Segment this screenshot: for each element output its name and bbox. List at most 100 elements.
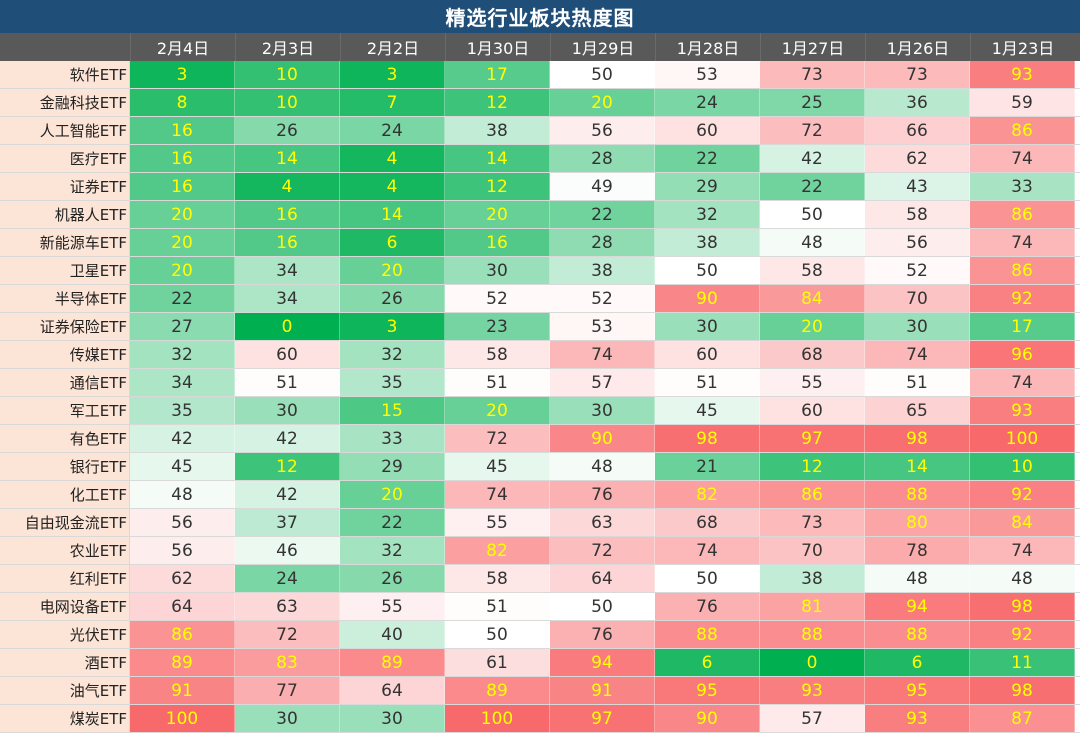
heatmap-cell: 89 xyxy=(340,649,445,676)
heatmap-cell: 24 xyxy=(655,89,760,116)
heatmap-cell: 8 xyxy=(130,89,235,116)
heatmap-cell: 51 xyxy=(655,369,760,396)
heatmap-cell: 50 xyxy=(445,621,550,648)
heatmap-cell: 80 xyxy=(865,509,970,536)
heatmap-cell: 59 xyxy=(970,89,1075,116)
heatmap-cell: 92 xyxy=(970,481,1075,508)
heatmap-cell: 98 xyxy=(655,425,760,452)
row-label: 卫星ETF xyxy=(0,257,130,284)
column-header: 2月2日 xyxy=(340,33,445,61)
heatmap-cell: 38 xyxy=(655,229,760,256)
row-label: 化工ETF xyxy=(0,481,130,508)
heatmap-row: 红利ETF 62 24 26 58 64 50 38 48 48 xyxy=(0,565,1080,593)
heatmap-cell: 16 xyxy=(130,145,235,172)
row-label: 有色ETF xyxy=(0,425,130,452)
heatmap-cell: 56 xyxy=(130,509,235,536)
heatmap-cell: 72 xyxy=(445,425,550,452)
heatmap-cell: 12 xyxy=(445,173,550,200)
heatmap-cell: 37 xyxy=(235,509,340,536)
heatmap-cell: 20 xyxy=(130,257,235,284)
heatmap-cell: 55 xyxy=(445,509,550,536)
heatmap-row: 医疗ETF 16 14 4 14 28 22 42 62 74 xyxy=(0,145,1080,173)
heatmap-cell: 50 xyxy=(655,565,760,592)
heatmap-cell: 95 xyxy=(655,677,760,704)
heatmap-cell: 43 xyxy=(865,173,970,200)
heatmap-cell: 16 xyxy=(235,229,340,256)
heatmap-cell: 42 xyxy=(760,145,865,172)
heatmap-cell: 92 xyxy=(970,285,1075,312)
heatmap-cell: 11 xyxy=(970,649,1075,676)
heatmap-cell: 88 xyxy=(865,481,970,508)
heatmap-cell: 94 xyxy=(865,593,970,620)
heatmap-cell: 83 xyxy=(235,649,340,676)
heatmap-cell: 50 xyxy=(655,257,760,284)
row-label: 医疗ETF xyxy=(0,145,130,172)
heatmap-cell: 27 xyxy=(130,313,235,340)
heatmap-cell: 64 xyxy=(340,677,445,704)
heatmap-cell: 24 xyxy=(235,565,340,592)
heatmap-row: 卫星ETF 20 34 20 30 38 50 58 52 86 xyxy=(0,257,1080,285)
heatmap-row: 证券保险ETF 27 0 3 23 53 30 20 30 17 xyxy=(0,313,1080,341)
heatmap-cell: 23 xyxy=(445,313,550,340)
heatmap-cell: 26 xyxy=(235,117,340,144)
heatmap-cell: 72 xyxy=(550,537,655,564)
heatmap-cell: 30 xyxy=(865,313,970,340)
heatmap-cell: 60 xyxy=(655,341,760,368)
heatmap-cell: 96 xyxy=(970,341,1075,368)
heatmap-cell: 30 xyxy=(655,313,760,340)
heatmap-cell: 30 xyxy=(235,705,340,732)
heatmap-cell: 62 xyxy=(130,565,235,592)
column-header: 1月30日 xyxy=(445,33,550,61)
heatmap-cell: 3 xyxy=(130,61,235,88)
heatmap-cell: 65 xyxy=(865,397,970,424)
heatmap-row: 油气ETF 91 77 64 89 91 95 93 95 98 xyxy=(0,677,1080,705)
heatmap-cell: 22 xyxy=(760,173,865,200)
heatmap-cell: 57 xyxy=(760,705,865,732)
heatmap-row: 光伏ETF 86 72 40 50 76 88 88 88 92 xyxy=(0,621,1080,649)
heatmap-cell: 17 xyxy=(445,61,550,88)
column-header: 1月26日 xyxy=(865,33,970,61)
heatmap-cell: 100 xyxy=(970,425,1075,452)
heatmap-cell: 48 xyxy=(130,481,235,508)
heatmap-cell: 100 xyxy=(130,705,235,732)
heatmap-cell: 48 xyxy=(550,453,655,480)
heatmap-cell: 81 xyxy=(760,593,865,620)
heatmap-cell: 6 xyxy=(865,649,970,676)
heatmap-cell: 50 xyxy=(760,201,865,228)
heatmap-cell: 98 xyxy=(865,425,970,452)
heatmap-row: 人工智能ETF 16 26 24 38 56 60 72 66 86 xyxy=(0,117,1080,145)
heatmap-cell: 3 xyxy=(340,313,445,340)
heatmap-cell: 4 xyxy=(340,145,445,172)
heatmap-cell: 28 xyxy=(550,229,655,256)
heatmap-row: 新能源车ETF 20 16 6 16 28 38 48 56 74 xyxy=(0,229,1080,257)
heatmap-cell: 20 xyxy=(445,201,550,228)
heatmap-cell: 29 xyxy=(655,173,760,200)
heatmap-cell: 15 xyxy=(340,397,445,424)
heatmap-cell: 10 xyxy=(235,89,340,116)
heatmap-cell: 90 xyxy=(655,285,760,312)
heatmap-grid: 软件ETF 3 10 3 17 50 53 73 73 93 金融科技ETF 8 10 7 12 20 24 25… xyxy=(0,61,1080,733)
heatmap-cell: 86 xyxy=(760,481,865,508)
heatmap-cell: 57 xyxy=(550,369,655,396)
heatmap-cell: 51 xyxy=(445,369,550,396)
heatmap-cell: 68 xyxy=(655,509,760,536)
heatmap-cell: 3 xyxy=(340,61,445,88)
heatmap-cell: 91 xyxy=(130,677,235,704)
heatmap-cell: 33 xyxy=(340,425,445,452)
heatmap-cell: 45 xyxy=(655,397,760,424)
heatmap-cell: 22 xyxy=(550,201,655,228)
heatmap-cell: 12 xyxy=(445,89,550,116)
heatmap-cell: 16 xyxy=(445,229,550,256)
heatmap-cell: 66 xyxy=(865,117,970,144)
heatmap-cell: 95 xyxy=(865,677,970,704)
heatmap-cell: 74 xyxy=(655,537,760,564)
row-label: 农业ETF xyxy=(0,537,130,564)
chart-title: 精选行业板块热度图 xyxy=(0,0,1080,33)
heatmap-cell: 58 xyxy=(445,565,550,592)
heatmap-cell: 4 xyxy=(340,173,445,200)
heatmap-cell: 58 xyxy=(760,257,865,284)
row-label: 军工ETF xyxy=(0,397,130,424)
heatmap-cell: 50 xyxy=(550,61,655,88)
heatmap-row: 证券ETF 16 4 4 12 49 29 22 43 33 xyxy=(0,173,1080,201)
heatmap-cell: 56 xyxy=(865,229,970,256)
